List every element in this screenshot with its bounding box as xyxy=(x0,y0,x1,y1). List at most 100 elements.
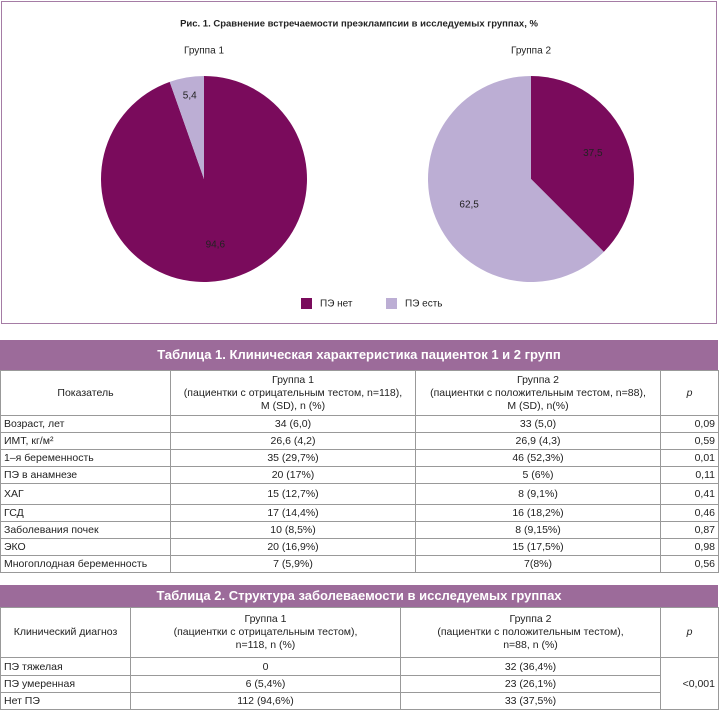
header-line: Группа 1 xyxy=(244,613,287,625)
data-label: 94,6 xyxy=(206,240,226,251)
table-row: ПЭ тяжелая 0 32 (36,4%) <0,001 xyxy=(0,657,719,710)
table-cell: 6 (5,4%) xyxy=(130,675,401,693)
table-cell: 0 xyxy=(130,657,401,676)
p-value: <0,001 xyxy=(660,657,719,710)
table-row: ПЭ умеренная 6 (5,4%) 23 (26,1%) xyxy=(0,675,719,693)
table-cell: 112 (94,6%) xyxy=(130,692,401,710)
table-cell: 7(8%) xyxy=(415,555,661,573)
table: Клинический диагноз Группа 1 (пациентки с … xyxy=(0,607,719,710)
table-cell: 17 (14,4%) xyxy=(170,504,416,522)
table-cell: 0,46 xyxy=(660,504,719,522)
header-cell: Клинический диагноз xyxy=(0,607,131,658)
legend-swatch xyxy=(301,298,312,309)
table-row: ИМТ, кг/м² 26,6 (4,2) 26,9 (4,3) 0,59 xyxy=(0,432,719,450)
table-row: Заболевания почек 10 (8,5%) 8 (9,15%) 0,87 xyxy=(0,521,719,539)
table-row: Нет ПЭ 112 (94,6%) 33 (37,5%) xyxy=(0,692,719,710)
table-title: Таблица 1. Клиническая характеристика па… xyxy=(0,340,718,370)
table-cell: 16 (18,2%) xyxy=(415,504,661,522)
table-2: Таблица 2. Структура заболеваемости в ис… xyxy=(0,585,719,710)
table-row: ЭКО 20 (16,9%) 15 (17,5%) 0,98 xyxy=(0,538,719,556)
table-cell: 0,87 xyxy=(660,521,719,539)
header-line: p xyxy=(686,626,693,638)
data-label: 5,4 xyxy=(183,90,197,101)
header-line: Группа 2 xyxy=(516,373,560,386)
table-row: Возраст, лет 34 (6,0) 33 (5,0) 0,09 xyxy=(0,415,719,433)
table-cell: ИМТ, кг/м² xyxy=(0,432,171,450)
table-cell: ЭКО xyxy=(0,538,171,556)
table-cell: 34 (6,0) xyxy=(170,415,416,433)
data-label: 37,5 xyxy=(583,148,603,159)
table-cell: 26,9 (4,3) xyxy=(415,432,661,450)
table-row: Многоплодная беременность 7 (5,9%) 7(8%) 0,… xyxy=(0,555,719,573)
header-line: n=88, n (%) xyxy=(503,639,558,651)
table-cell: 0,56 xyxy=(660,555,719,573)
header-line: Клинический диагноз xyxy=(13,626,118,638)
table-cell: 46 (52,3%) xyxy=(415,449,661,467)
header-line: (пациентки с положительным тестом), xyxy=(437,626,624,638)
table-cell: Заболевания почек xyxy=(0,521,171,539)
header-cell: Показатель xyxy=(0,370,171,416)
table-row: ГСД 17 (14,4%) 16 (18,2%) 0,46 xyxy=(0,504,719,522)
header-cell: p xyxy=(660,607,719,658)
header-line: M (SD), n (%) xyxy=(260,399,326,412)
table-row: ХАГ 15 (12,7%) 8 (9,1%) 0,41 xyxy=(0,483,719,505)
table-cell: 15 (17,5%) xyxy=(415,538,661,556)
pie-slice xyxy=(169,76,204,179)
header-cell: Группа 1 (пациентки с отрицательным тесто… xyxy=(170,370,416,416)
figure-title: Рис. 1. Сравнение встречаемости преэклам… xyxy=(180,19,538,30)
table-cell: 15 (12,7%) xyxy=(170,483,416,505)
table: Показатель Группа 1 (пациентки с отрицател… xyxy=(0,370,719,573)
header-line: Группа 2 xyxy=(509,613,552,625)
header-line: Группа 1 xyxy=(271,373,315,386)
table-cell: 26,6 (4,2) xyxy=(170,432,416,450)
table-title: Таблица 2. Структура заболеваемости в ис… xyxy=(0,585,718,607)
chart: Рис. 1. Сравнение встречаемости преэклам… xyxy=(100,19,634,310)
table-cell: 7 (5,9%) xyxy=(170,555,416,573)
table-cell: Многоплодная беременность xyxy=(0,555,171,573)
table-cell: 8 (9,15%) xyxy=(415,521,661,539)
header-row: Клинический диагноз Группа 1 (пациентки с … xyxy=(0,607,719,658)
figure: Рис. 1. Сравнение встречаемости преэклам… xyxy=(1,1,717,324)
table-cell: 20 (17%) xyxy=(170,466,416,484)
header-line: n=118, n (%) xyxy=(235,639,296,651)
table-cell: 35 (29,7%) xyxy=(170,449,416,467)
table-cell: 33 (37,5%) xyxy=(400,692,661,710)
table-row: ПЭ в анамнезе 20 (17%) 5 (6%) 0,11 xyxy=(0,466,719,484)
pie-slice xyxy=(427,76,604,283)
table-cell: 0,09 xyxy=(660,415,719,433)
data-label: 62,5 xyxy=(459,199,479,210)
table-cell: ПЭ тяжелая xyxy=(0,657,131,676)
table-cell: 33 (5,0) xyxy=(415,415,661,433)
pie-title: Группа 1 xyxy=(184,46,224,57)
header-line: Показатель xyxy=(57,386,114,399)
table-cell: 10 (8,5%) xyxy=(170,521,416,539)
header-line: M (SD), n(%) xyxy=(507,399,569,412)
pie-title: Группа 2 xyxy=(511,46,551,57)
header-line: (пациентки с отрицательным тестом, n=118… xyxy=(183,386,403,399)
header-line: (пациентки с положительным тестом, n=88)… xyxy=(430,386,646,399)
table-cell: Нет ПЭ xyxy=(0,692,131,710)
table-cell: 1–я беременность xyxy=(0,449,171,467)
table-1: Таблица 1. Клиническая характеристика па… xyxy=(0,340,719,573)
table-cell: ПЭ умеренная xyxy=(0,675,131,693)
header-line: p xyxy=(686,386,693,399)
table-cell: 0,01 xyxy=(660,449,719,467)
table-cell: ХАГ xyxy=(0,483,171,505)
table-cell: 20 (16,9%) xyxy=(170,538,416,556)
table-cell: Возраст, лет xyxy=(0,415,171,433)
legend-swatch xyxy=(386,298,397,309)
header-cell: Группа 2 (пациентки с положительным тесто… xyxy=(415,370,661,416)
table-cell: 0,41 xyxy=(660,483,719,505)
pie-slice xyxy=(531,76,634,252)
table-cell: 5 (6%) xyxy=(415,466,661,484)
table-cell: 32 (36,4%) xyxy=(400,657,661,676)
legend-label: ПЭ есть xyxy=(405,299,443,310)
header-row: Показатель Группа 1 (пациентки с отрицател… xyxy=(0,370,719,416)
table-cell: 0,98 xyxy=(660,538,719,556)
table-row: 1–я беременность 35 (29,7%) 46 (52,3%) 0,01 xyxy=(0,449,719,467)
header-line: (пациентки с отрицательным тестом), xyxy=(173,626,358,638)
table-cell: ПЭ в анамнезе xyxy=(0,466,171,484)
table-cell: 23 (26,1%) xyxy=(400,675,661,693)
legend-label: ПЭ нет xyxy=(320,299,353,310)
